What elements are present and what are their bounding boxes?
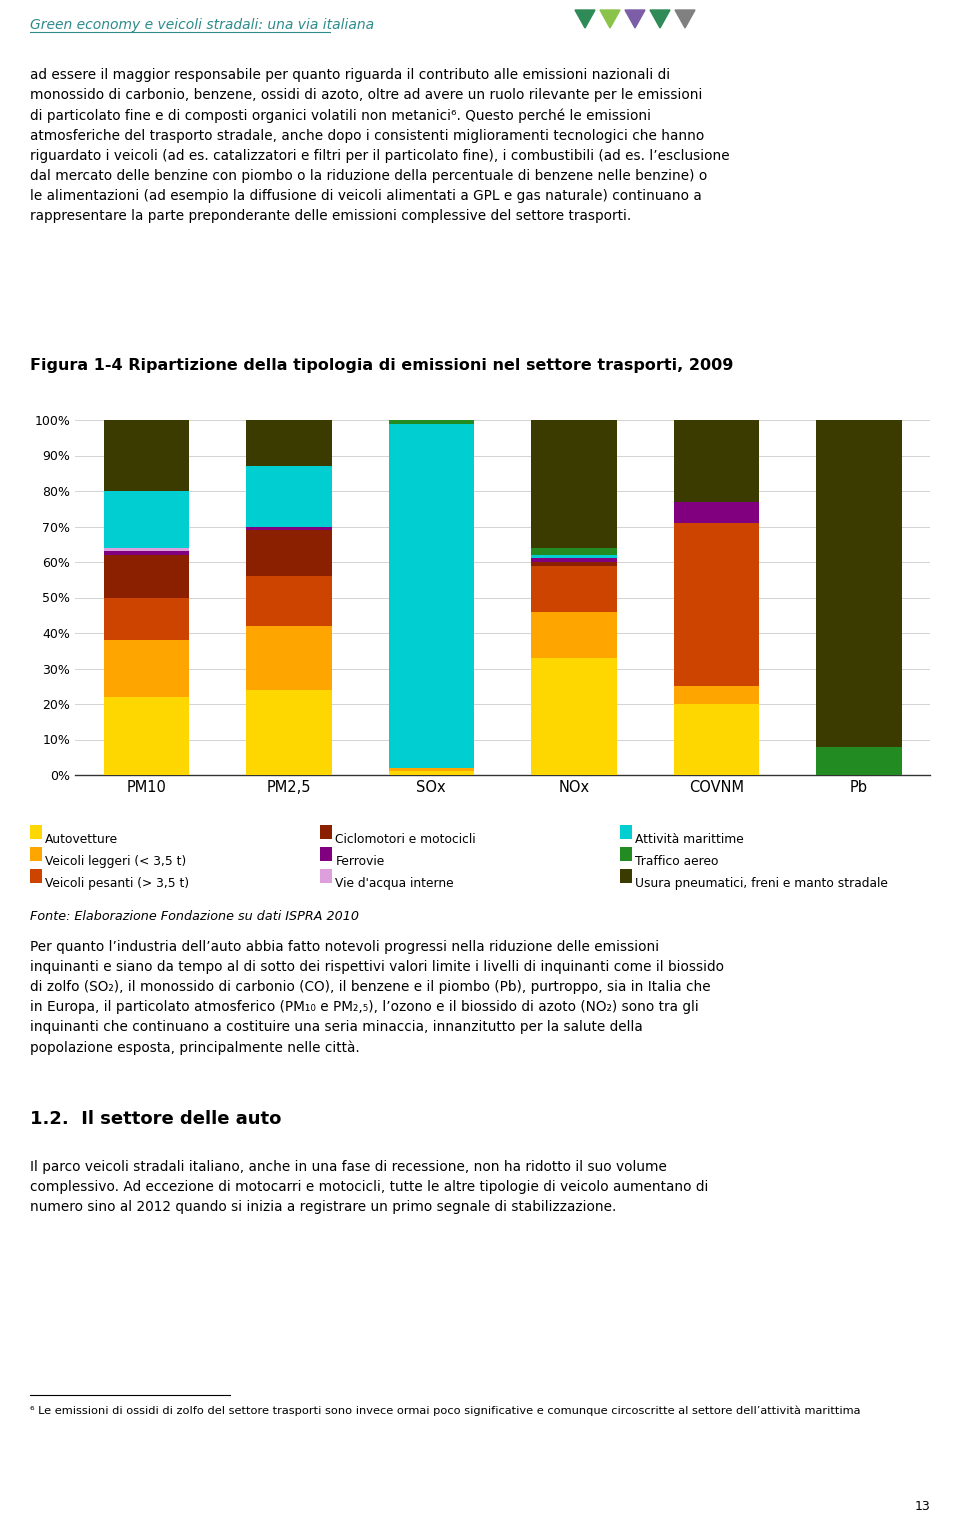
FancyBboxPatch shape [620,870,633,883]
Bar [104,490,189,548]
FancyBboxPatch shape [30,847,42,861]
Polygon shape [650,11,670,27]
Bar [674,420,759,501]
Bar [531,559,616,562]
Bar [246,577,331,625]
Polygon shape [625,11,645,27]
Bar [104,598,189,641]
Bar [674,522,759,686]
Text: 1.2.  Il settore delle auto: 1.2. Il settore delle auto [30,1110,281,1128]
Polygon shape [600,11,620,27]
Bar [104,551,189,556]
Text: ad essere il maggior responsabile per quanto riguarda il contributo alle emissio: ad essere il maggior responsabile per qu… [30,68,730,223]
FancyBboxPatch shape [30,870,42,883]
Bar [104,641,189,697]
Text: Usura pneumatici, freni e manto stradale: Usura pneumatici, freni e manto stradale [636,877,888,890]
Text: Ciclomotori e motocicli: Ciclomotori e motocicli [335,833,476,846]
Bar [389,771,474,776]
FancyBboxPatch shape [30,826,42,839]
Bar [674,686,759,704]
Text: Green economy e veicoli stradali: una via italiana: Green economy e veicoli stradali: una vi… [30,18,374,32]
FancyBboxPatch shape [320,870,332,883]
Bar [816,747,901,776]
Bar [531,420,616,548]
Text: 13: 13 [914,1500,930,1513]
FancyBboxPatch shape [620,847,633,861]
Bar [246,466,331,527]
Polygon shape [675,11,695,27]
Bar [246,625,331,689]
FancyBboxPatch shape [320,826,332,839]
Bar [816,420,901,747]
Bar [246,420,331,466]
Bar [104,697,189,776]
Bar [531,657,616,776]
Text: Veicoli pesanti (> 3,5 t): Veicoli pesanti (> 3,5 t) [45,877,189,890]
Bar [246,527,331,530]
Text: Il parco veicoli stradali italiano, anche in una fase di recessione, non ha rido: Il parco veicoli stradali italiano, anch… [30,1160,708,1214]
Text: Fonte: Elaborazione Fondazione su dati ISPRA 2010: Fonte: Elaborazione Fondazione su dati I… [30,909,359,923]
Bar [246,530,331,577]
Bar [389,420,474,424]
Polygon shape [575,11,595,27]
Bar [531,556,616,559]
Text: Attività marittime: Attività marittime [636,833,744,846]
Text: Veicoli leggeri (< 3,5 t): Veicoli leggeri (< 3,5 t) [45,855,186,868]
Text: Per quanto l’industria dell’auto abbia fatto notevoli progressi nella riduzione : Per quanto l’industria dell’auto abbia f… [30,940,724,1055]
Bar [389,424,474,768]
FancyBboxPatch shape [320,847,332,861]
Text: Vie d'acqua interne: Vie d'acqua interne [335,877,454,890]
Bar [389,768,474,771]
Bar [246,689,331,776]
Text: Autovetture: Autovetture [45,833,118,846]
Bar [674,704,759,776]
Text: Ferrovie: Ferrovie [335,855,385,868]
Bar [104,556,189,598]
Bar [531,612,616,657]
Bar [104,548,189,551]
Bar [104,420,189,490]
Bar [531,562,616,566]
Text: ⁶ Le emissioni di ossidi di zolfo del settore trasporti sono invece ormai poco s: ⁶ Le emissioni di ossidi di zolfo del se… [30,1406,860,1415]
FancyBboxPatch shape [620,826,633,839]
Text: Traffico aereo: Traffico aereo [636,855,719,868]
Bar [531,548,616,556]
Text: Figura 1-4 Ripartizione della tipologia di emissioni nel settore trasporti, 2009: Figura 1-4 Ripartizione della tipologia … [30,358,733,373]
Bar [674,501,759,522]
Bar [531,566,616,612]
